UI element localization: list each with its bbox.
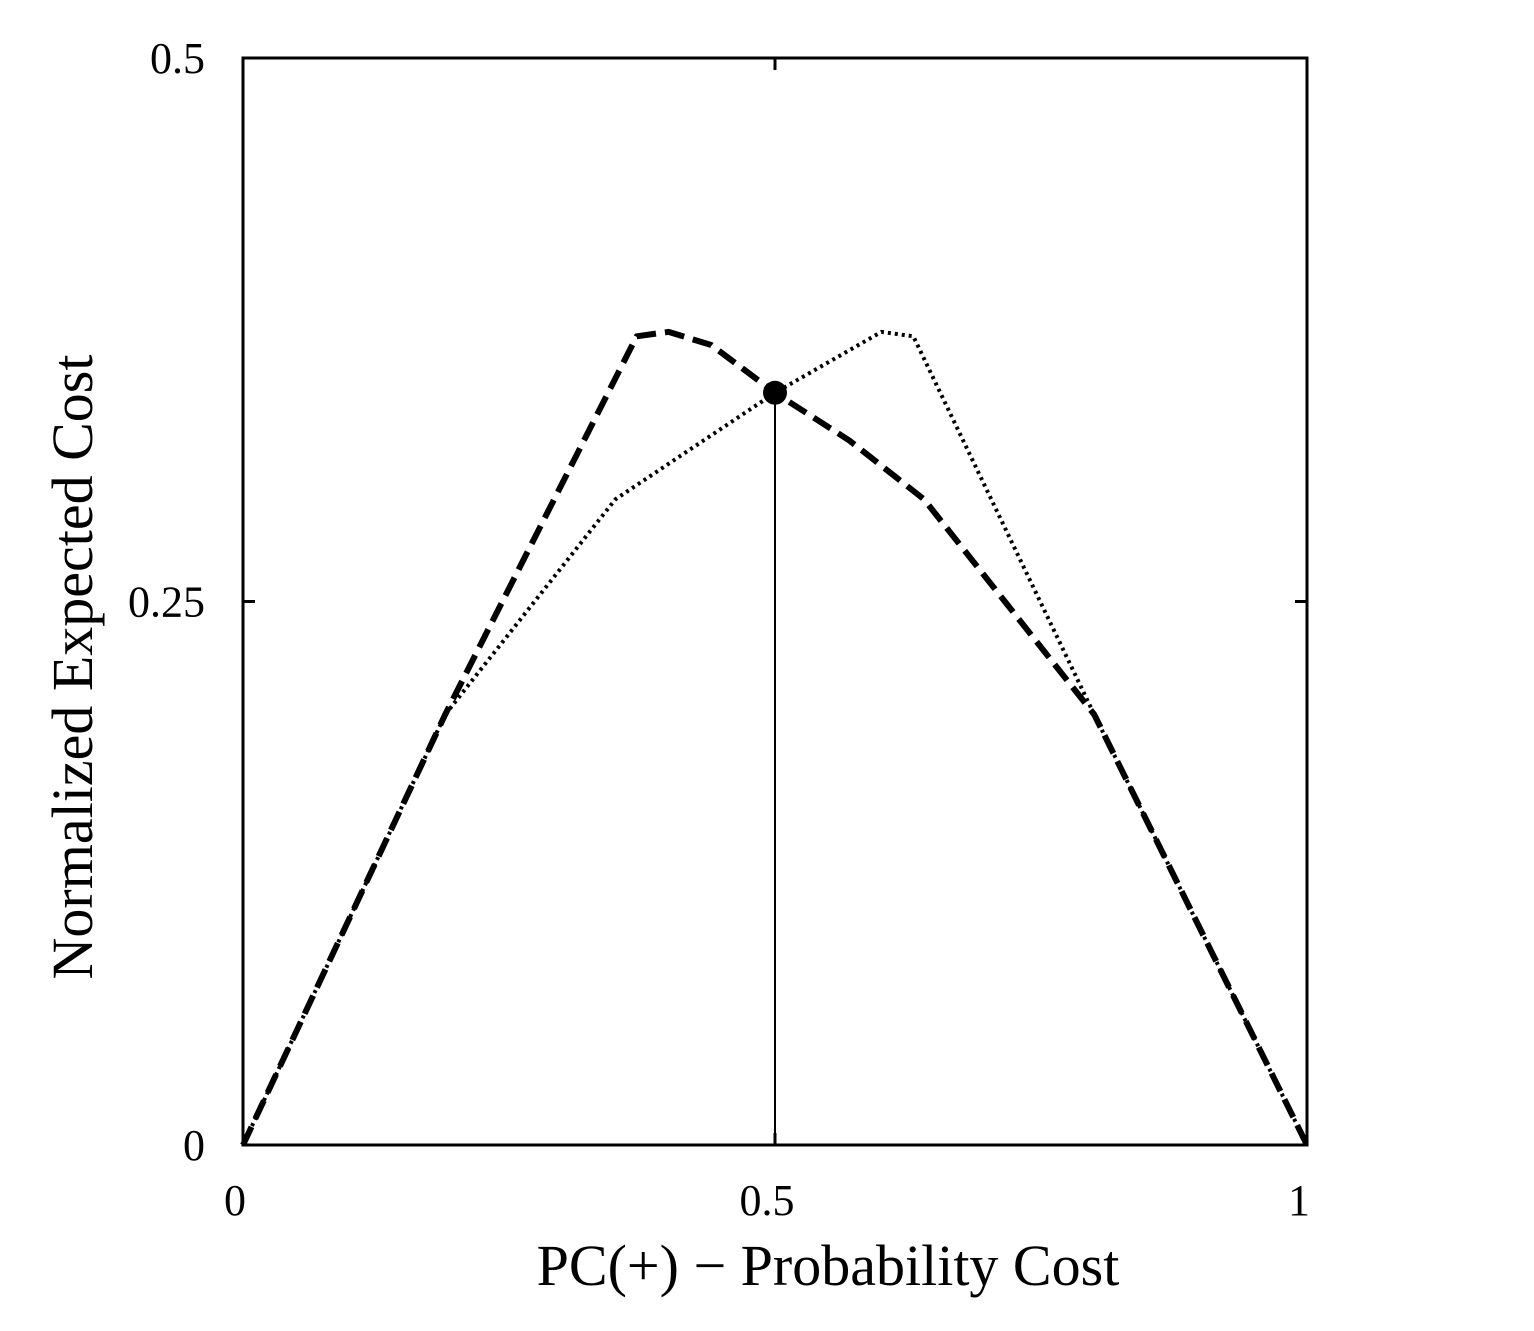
series-line-dashed	[240, 328, 1310, 1147]
series-line-dotted	[241, 329, 1309, 1146]
tick-labels-layer: 0 0.25 0.5 0 0.5 1	[128, 34, 1310, 1225]
y-tick-label: 0.5	[150, 34, 205, 83]
x-tick-label: 0	[224, 1176, 246, 1225]
intersection-point	[763, 380, 787, 405]
ticks-layer	[241, 56, 1309, 1147]
y-axis-title: Normalized Expected Cost	[40, 355, 105, 980]
y-tick-label: 0	[183, 1121, 205, 1170]
x-tick-label: 0.5	[740, 1176, 795, 1225]
x-axis-title: PC(+) − Probability Cost	[537, 1233, 1120, 1298]
y-tick-label: 0.25	[128, 578, 205, 627]
series-layer	[240, 328, 1310, 1147]
x-tick-label: 1	[1288, 1176, 1310, 1225]
